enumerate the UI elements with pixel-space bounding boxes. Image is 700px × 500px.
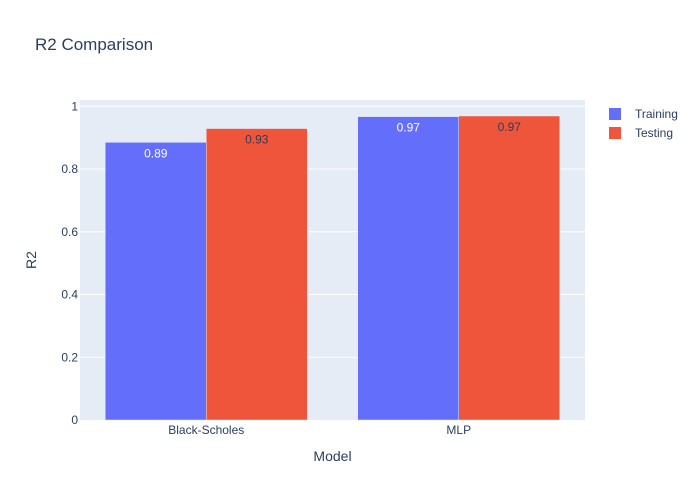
legend[interactable]: Training Testing [609,107,678,140]
legend-label-training[interactable]: Training [635,107,678,121]
x-tick-label: MLP [446,423,471,437]
bar-value-label: 0.97 [397,121,421,135]
y-axis-title: R2 [23,251,39,269]
bar-testing-black-scholes[interactable] [206,128,308,421]
y-tick-label: 0.2 [61,350,78,364]
bar-value-label: 0.89 [144,146,168,160]
bars [105,115,560,421]
y-tick-label: 0.4 [61,288,78,302]
x-tick-label: Black-Scholes [168,423,244,437]
bar-training-black-scholes[interactable] [105,142,207,421]
bar-testing-mlp[interactable] [458,115,560,421]
y-axis-ticks: 0 0.2 0.4 0.6 0.8 1 [61,99,78,427]
bar-training-mlp[interactable] [357,116,459,421]
legend-swatch-testing[interactable] [609,127,621,139]
chart-title: R2 Comparison [35,35,153,54]
y-tick-label: 0.8 [61,162,78,176]
bar-value-label: 0.97 [498,120,522,134]
y-tick-label: 0 [71,413,78,427]
bar-labels: 0.89 0.93 0.97 0.97 [144,120,521,160]
y-tick-label: 0.6 [61,225,78,239]
y-tick-label: 1 [71,99,78,113]
x-axis-ticks: Black-Scholes MLP [168,423,471,437]
legend-swatch-training[interactable] [609,108,621,120]
legend-label-testing[interactable]: Testing [635,126,673,140]
x-axis-title: Model [313,448,351,464]
bar-value-label: 0.93 [245,133,269,147]
